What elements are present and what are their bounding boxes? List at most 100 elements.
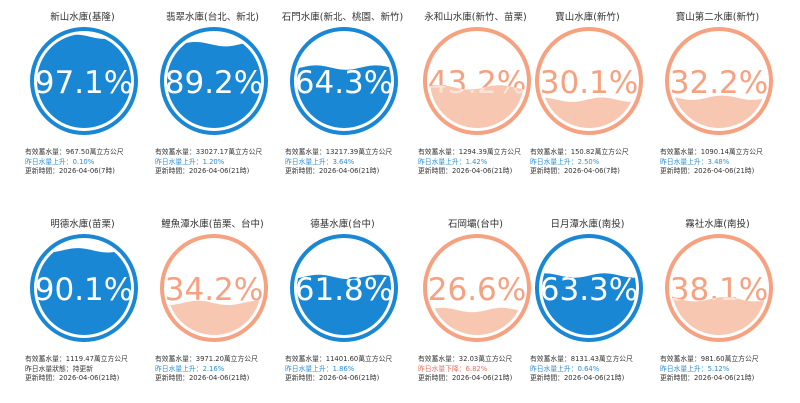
reservoir-info: 有效蓄水量：150.82萬立方公尺 昨日水量上升：2.50% 更新時間：2026-0… xyxy=(530,148,650,177)
water-level-gauge: 61.8% 61.8% xyxy=(290,234,398,342)
reservoir-info: 有效蓄水量：32.03萬立方公尺 昨日水量下降：6.82% 更新時間：2026-04… xyxy=(418,355,538,384)
percent-label: 26.6% xyxy=(428,272,526,308)
reservoir-info: 有效蓄水量：8131.43萬立方公尺 昨日水量上升：0.64% 更新時間：2026-… xyxy=(530,355,650,384)
percent-label: 38.1% xyxy=(670,272,768,308)
reservoir-card[interactable]: 永和山水庫(新竹、苗栗) 43.2% 43.2% 有效蓄水量：1294.39萬立方公尺… xyxy=(413,0,538,195)
effective-storage: 有效蓄水量：8131.43萬立方公尺 xyxy=(530,355,633,363)
update-time: 更新時間：2026-04-06(21時) xyxy=(25,374,120,382)
percent-label: 34.2% xyxy=(165,272,263,308)
reservoir-card[interactable]: 鯉魚潭水庫(苗栗、台中) 34.2% 34.2% 有效蓄水量：3971.20萬立方公尺… xyxy=(150,207,275,402)
percent-label: 43.2% xyxy=(428,65,526,101)
effective-storage: 有效蓄水量：11401.60萬立方公尺 xyxy=(285,355,393,363)
water-level-gauge: 63.3% 63.3% xyxy=(535,234,643,342)
reservoir-name: 明德水庫(苗栗) xyxy=(50,219,115,230)
percent-label: 90.1% xyxy=(35,272,133,308)
reservoir-name: 霧社水庫(南投) xyxy=(685,219,750,230)
gauge-ring xyxy=(535,27,643,135)
effective-storage: 有效蓄水量：1090.14萬立方公尺 xyxy=(660,148,763,156)
reservoir-info: 有效蓄水量：1090.14萬立方公尺 昨日水量上升：3.48% 更新時間：2026-… xyxy=(660,148,780,177)
water-fill xyxy=(542,273,636,335)
update-time: 更新時間：2026-04-06(7時) xyxy=(530,167,620,175)
percent-label: 38.1% xyxy=(670,272,768,308)
water-fill xyxy=(297,274,391,335)
reservoir-info: 有效蓄水量：3971.20萬立方公尺 昨日水量上升：2.16% 更新時間：2026-… xyxy=(155,355,275,384)
percent-label: 32.2% xyxy=(670,65,768,101)
percent-label: 89.2% xyxy=(165,65,263,101)
daily-change: 昨日水量上升：2.50% xyxy=(530,157,600,166)
percent-label: 97.1% xyxy=(35,65,133,101)
percent-label: 64.3% xyxy=(295,65,393,101)
gauge-ring xyxy=(290,234,398,342)
update-time: 更新時間：2026-04-06(21時) xyxy=(285,374,380,382)
water-level-gauge: 43.2% 43.2% xyxy=(423,27,531,135)
update-time: 更新時間：2026-04-06(21時) xyxy=(418,374,513,382)
reservoir-card[interactable]: 寶山水庫(新竹) 30.1% 30.1% 有效蓄水量：150.82萬立方公尺 昨日水量上… xyxy=(525,0,650,195)
daily-change: 昨日水量上升：1.42% xyxy=(418,157,488,166)
water-fill xyxy=(37,34,131,128)
reservoir-info: 有效蓄水量：1294.39萬立方公尺 昨日水量上升：1.42% 更新時間：2026-… xyxy=(418,148,538,177)
water-level-gauge: 32.2% 32.2% xyxy=(665,27,773,135)
effective-storage: 有效蓄水量：1119.47萬立方公尺 xyxy=(25,355,128,363)
effective-storage: 有效蓄水量：32.03萬立方公尺 xyxy=(418,355,513,363)
reservoir-info: 有效蓄水量：1119.47萬立方公尺 昨日水量狀態：持更新 更新時間：2026-04… xyxy=(25,355,145,384)
reservoir-name: 翡翠水庫(台北、新北) xyxy=(166,12,259,23)
gauge-ring xyxy=(535,234,643,342)
reservoir-card[interactable]: 德基水庫(台中) 61.8% 61.8% 有效蓄水量：11401.60萬立方公尺 昨日水… xyxy=(280,207,405,402)
reservoir-info: 有效蓄水量：13217.39萬立方公尺 昨日水量上升：3.64% 更新時間：2026… xyxy=(285,148,405,177)
reservoir-name: 日月潭水庫(南投) xyxy=(550,219,625,230)
reservoir-card[interactable]: 翡翠水庫(台北、新北) 89.2% 89.2% 有效蓄水量：33027.17萬立方公尺… xyxy=(150,0,275,195)
effective-storage: 有效蓄水量：3971.20萬立方公尺 xyxy=(155,355,258,363)
reservoir-card[interactable]: 明德水庫(苗栗) 90.1% 90.1% 有效蓄水量：1119.47萬立方公尺 昨日水量… xyxy=(20,207,145,402)
percent-label: 63.3% xyxy=(540,272,638,308)
reservoir-name: 寶山第二水庫(新竹) xyxy=(675,12,760,23)
percent-label: 61.8% xyxy=(295,272,393,308)
reservoir-card[interactable]: 日月潭水庫(南投) 63.3% 63.3% 有效蓄水量：8131.43萬立方公尺 昨日水… xyxy=(525,207,650,402)
water-level-gauge: 38.1% 38.1% xyxy=(665,234,773,342)
daily-change: 昨日水量上升：3.48% xyxy=(660,157,730,166)
water-level-gauge: 30.1% 30.1% xyxy=(535,27,643,135)
percent-label: 32.2% xyxy=(670,65,768,101)
reservoir-info: 有效蓄水量：33027.17萬立方公尺 昨日水量上升：1.20% 更新時間：2026… xyxy=(155,148,275,177)
percent-label: 64.3% xyxy=(295,65,393,101)
update-time: 更新時間：2026-04-06(21時) xyxy=(660,374,755,382)
water-fill xyxy=(297,65,391,128)
water-fill xyxy=(167,41,261,128)
percent-label: 90.1% xyxy=(35,272,133,308)
water-level-gauge: 64.3% 64.3% xyxy=(290,27,398,135)
reservoir-name: 石門水庫(新北、桃園、新竹) xyxy=(281,12,404,23)
reservoir-name: 鯉魚潭水庫(苗栗、台中) xyxy=(161,219,264,230)
percent-label: 43.2% xyxy=(428,65,526,101)
update-time: 更新時間：2026-04-06(7時) xyxy=(25,167,115,175)
daily-change: 昨日水量上升：1.86% xyxy=(285,364,355,373)
effective-storage: 有效蓄水量：1294.39萬立方公尺 xyxy=(418,148,521,156)
reservoir-card[interactable]: 石門水庫(新北、桃園、新竹) 64.3% 64.3% 有效蓄水量：13217.39萬立… xyxy=(280,0,405,195)
water-fill xyxy=(37,248,131,335)
daily-change: 昨日水量上升：0.10% xyxy=(25,157,95,166)
update-time: 更新時間：2026-04-06(21時) xyxy=(530,374,625,382)
gauge-ring xyxy=(30,234,138,342)
update-time: 更新時間：2026-04-06(21時) xyxy=(155,374,250,382)
percent-label: 97.1% xyxy=(35,65,133,101)
percent-label: 63.3% xyxy=(540,272,638,308)
gauge-ring xyxy=(423,234,531,342)
effective-storage: 有效蓄水量：981.60萬立方公尺 xyxy=(660,355,759,363)
reservoir-name: 新山水庫(基隆) xyxy=(50,12,115,23)
reservoir-name: 石岡壩(台中) xyxy=(448,219,503,230)
daily-change: 昨日水量下降：6.82% xyxy=(418,364,488,373)
update-time: 更新時間：2026-04-06(21時) xyxy=(418,167,513,175)
update-time: 更新時間：2026-04-06(21時) xyxy=(285,167,380,175)
daily-change: 昨日水量上升：3.64% xyxy=(285,157,355,166)
water-level-gauge: 34.2% 34.2% xyxy=(160,234,268,342)
percent-label: 34.2% xyxy=(165,272,263,308)
water-level-gauge: 90.1% 90.1% xyxy=(30,234,138,342)
water-level-gauge: 89.2% 89.2% xyxy=(160,27,268,135)
reservoir-info: 有效蓄水量：981.60萬立方公尺 昨日水量上升：5.12% 更新時間：2026-0… xyxy=(660,355,780,384)
update-time: 更新時間：2026-04-06(21時) xyxy=(155,167,250,175)
gauge-ring xyxy=(665,234,773,342)
reservoir-card[interactable]: 新山水庫(基隆) 97.1% 97.1% 有效蓄水量：967.50萬立方公尺 昨日水量上… xyxy=(20,0,145,195)
reservoir-card[interactable]: 石岡壩(台中) 26.6% 26.6% 有效蓄水量：32.03萬立方公尺 昨日水量下降：… xyxy=(413,207,538,402)
reservoir-card[interactable]: 霧社水庫(南投) 38.1% 38.1% 有效蓄水量：981.60萬立方公尺 昨日水量上… xyxy=(655,207,780,402)
reservoir-name: 德基水庫(台中) xyxy=(310,219,375,230)
reservoir-card[interactable]: 寶山第二水庫(新竹) 32.2% 32.2% 有效蓄水量：1090.14萬立方公尺 昨日… xyxy=(655,0,780,195)
